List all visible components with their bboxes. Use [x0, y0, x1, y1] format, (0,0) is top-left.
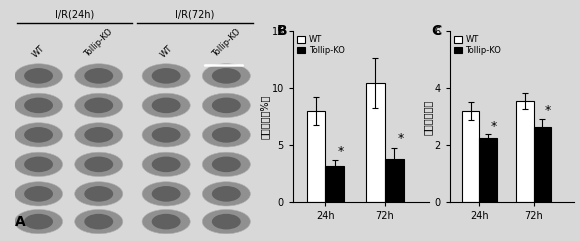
- Bar: [462, 111, 479, 202]
- Legend: WT, Tollip-KO: WT, Tollip-KO: [454, 35, 501, 55]
- Ellipse shape: [84, 98, 113, 113]
- Ellipse shape: [84, 186, 113, 202]
- Ellipse shape: [152, 157, 180, 172]
- Ellipse shape: [24, 157, 53, 172]
- Ellipse shape: [152, 214, 180, 229]
- Ellipse shape: [152, 127, 180, 143]
- Ellipse shape: [142, 93, 190, 118]
- Legend: WT, Tollip-KO: WT, Tollip-KO: [297, 35, 345, 55]
- Ellipse shape: [14, 93, 63, 118]
- Ellipse shape: [75, 209, 123, 234]
- Text: C: C: [432, 24, 442, 38]
- Ellipse shape: [14, 182, 63, 206]
- Ellipse shape: [75, 182, 123, 206]
- Y-axis label: 梗死体积（%）: 梗死体积（%）: [260, 95, 270, 139]
- Ellipse shape: [212, 214, 241, 229]
- Ellipse shape: [75, 93, 123, 118]
- Ellipse shape: [142, 64, 190, 88]
- Ellipse shape: [212, 157, 241, 172]
- Bar: [325, 166, 345, 202]
- Text: B: B: [277, 24, 287, 38]
- Ellipse shape: [24, 186, 53, 202]
- Ellipse shape: [152, 98, 180, 113]
- Ellipse shape: [75, 152, 123, 176]
- Ellipse shape: [212, 186, 241, 202]
- Ellipse shape: [202, 209, 251, 234]
- Text: WT: WT: [31, 43, 46, 59]
- Text: *: *: [545, 104, 551, 117]
- Ellipse shape: [202, 152, 251, 176]
- Ellipse shape: [14, 209, 63, 234]
- Bar: [306, 111, 325, 202]
- Text: I/R(72h): I/R(72h): [175, 9, 215, 19]
- Text: *: *: [397, 132, 404, 145]
- Bar: [479, 138, 496, 202]
- Bar: [534, 127, 551, 202]
- Text: WT: WT: [158, 43, 174, 59]
- Bar: [366, 83, 385, 202]
- Ellipse shape: [84, 157, 113, 172]
- Ellipse shape: [202, 64, 251, 88]
- Ellipse shape: [14, 123, 63, 147]
- Text: A: A: [14, 215, 26, 229]
- Ellipse shape: [152, 186, 180, 202]
- Ellipse shape: [142, 209, 190, 234]
- Ellipse shape: [212, 127, 241, 143]
- Ellipse shape: [142, 152, 190, 176]
- Ellipse shape: [75, 123, 123, 147]
- Ellipse shape: [202, 93, 251, 118]
- Ellipse shape: [212, 68, 241, 84]
- Ellipse shape: [14, 64, 63, 88]
- Ellipse shape: [24, 127, 53, 143]
- Bar: [385, 159, 404, 202]
- Ellipse shape: [24, 68, 53, 84]
- Text: *: *: [338, 145, 344, 158]
- Ellipse shape: [14, 152, 63, 176]
- Text: *: *: [491, 120, 497, 133]
- Ellipse shape: [152, 68, 180, 84]
- Ellipse shape: [84, 68, 113, 84]
- Bar: [516, 101, 534, 202]
- Ellipse shape: [24, 98, 53, 113]
- Ellipse shape: [84, 127, 113, 143]
- Ellipse shape: [24, 214, 53, 229]
- Ellipse shape: [202, 123, 251, 147]
- Text: I/R(24h): I/R(24h): [55, 9, 95, 19]
- Y-axis label: 神经功能评分: 神经功能评分: [423, 99, 433, 134]
- Ellipse shape: [212, 98, 241, 113]
- Text: Tollip-KO: Tollip-KO: [83, 27, 115, 59]
- Ellipse shape: [142, 182, 190, 206]
- Ellipse shape: [142, 123, 190, 147]
- Ellipse shape: [84, 214, 113, 229]
- Ellipse shape: [75, 64, 123, 88]
- Text: Tollip-KO: Tollip-KO: [211, 27, 242, 59]
- Ellipse shape: [202, 182, 251, 206]
